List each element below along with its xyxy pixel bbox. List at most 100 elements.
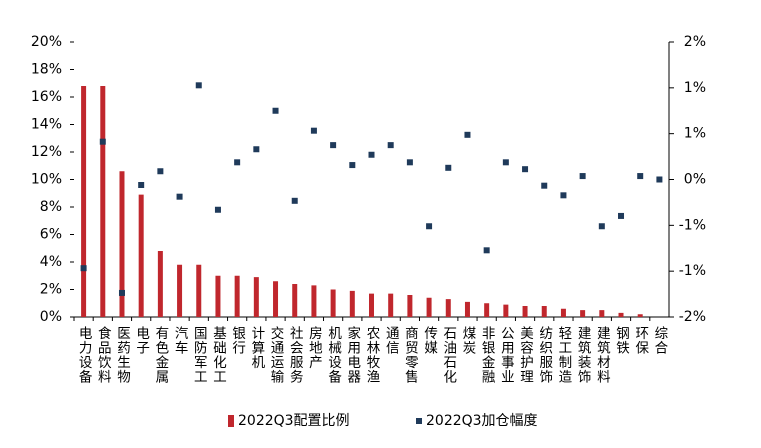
x-tick-label: 轻工制造	[555, 326, 572, 385]
point	[214, 206, 221, 213]
x-tick-label: 钢铁	[613, 326, 630, 355]
x-tick-label: 基础化工	[210, 325, 227, 384]
point	[464, 131, 471, 138]
y-tick-label: 16%	[31, 89, 62, 105]
bar	[618, 312, 624, 317]
x-tick-label: 非银金融	[479, 326, 496, 384]
bar	[138, 194, 144, 317]
point	[310, 127, 317, 134]
bar	[464, 301, 470, 317]
x-tick-label: 环保	[632, 326, 649, 355]
x-tick-label: 商贸零售	[402, 326, 419, 384]
legend-label: 2022Q3配置比例	[238, 413, 350, 429]
bar	[637, 314, 643, 317]
point	[118, 289, 125, 296]
bar	[599, 310, 605, 317]
bar	[369, 293, 374, 317]
x-tick-label: 综合	[651, 326, 668, 355]
bar	[119, 171, 125, 317]
x-tick-label: 传媒	[421, 326, 438, 355]
bar	[503, 304, 509, 317]
point	[330, 142, 337, 149]
point	[234, 159, 241, 166]
x-tick-label: 电力设备	[76, 326, 93, 384]
point	[579, 173, 586, 180]
bar	[388, 293, 394, 317]
point	[656, 176, 663, 183]
bar	[234, 275, 240, 317]
x-tick-label: 社会服务	[287, 326, 304, 384]
y-tick-label: 4%	[40, 254, 62, 270]
y2-tick-label: 2%	[684, 34, 706, 50]
y2-tick-label: -2%	[679, 309, 706, 325]
x-tick-label: 农林牧渔	[364, 326, 381, 384]
point	[445, 164, 452, 171]
point	[541, 182, 548, 189]
bar	[484, 303, 490, 317]
x-tick-label: 计算机	[248, 326, 265, 370]
bar	[100, 86, 106, 317]
legend-swatch	[416, 418, 422, 424]
x-tick-label: 建筑材料	[594, 326, 611, 384]
y-tick-label: 10%	[31, 172, 62, 188]
x-tick-label: 纺织服饰	[536, 326, 553, 384]
x-tick-label: 机械设备	[325, 326, 342, 384]
bar	[253, 277, 259, 317]
x-tick-label: 医药生物	[114, 326, 131, 384]
legend-swatch	[228, 415, 234, 427]
point	[195, 82, 202, 89]
point	[618, 212, 625, 219]
bar	[292, 284, 298, 317]
y-tick-label: 18%	[31, 62, 62, 78]
x-tick-label: 石油石化	[440, 326, 457, 384]
x-tick-label: 煤炭	[459, 326, 476, 355]
y2-tick-label: -1%	[679, 263, 706, 279]
y2-tick-label: 0%	[684, 172, 706, 188]
bar	[349, 290, 355, 317]
point	[253, 146, 260, 153]
x-tick-label: 银行	[229, 326, 246, 356]
point	[522, 166, 529, 173]
bar	[196, 264, 202, 317]
x-tick-label: 建筑装饰	[575, 326, 592, 384]
point	[368, 151, 375, 158]
point	[349, 162, 356, 169]
bar	[407, 295, 413, 317]
point	[637, 173, 644, 180]
bar	[426, 297, 432, 317]
y2-tick-label: 1%	[684, 126, 706, 142]
point	[138, 182, 145, 188]
point	[99, 138, 106, 145]
point	[502, 159, 509, 166]
point	[426, 223, 433, 230]
y2-tick-label: -1%	[679, 217, 706, 233]
bar	[215, 275, 221, 317]
x-tick-label: 家用电器	[344, 325, 361, 384]
y2-tick-label: 1%	[684, 80, 706, 96]
y-tick-label: 14%	[31, 117, 62, 133]
x-tick-label: 汽车	[172, 326, 189, 355]
x-tick-label: 有色金属	[152, 326, 169, 384]
y-tick-label: 6%	[40, 227, 62, 243]
y-tick-label: 8%	[40, 199, 62, 215]
point	[272, 107, 279, 114]
bar	[330, 289, 336, 317]
x-tick-label: 交通运输	[268, 325, 285, 384]
point	[598, 223, 605, 230]
bar	[273, 281, 279, 317]
point	[387, 142, 394, 149]
x-tick-label: 公用事业	[498, 326, 515, 384]
point	[176, 193, 183, 200]
y-tick-label: 2%	[40, 282, 62, 298]
point	[483, 247, 490, 254]
bar	[522, 306, 528, 317]
x-tick-label: 通信	[383, 326, 400, 355]
point	[560, 192, 567, 199]
point	[291, 197, 298, 204]
point	[157, 168, 164, 175]
y-tick-label: 20%	[31, 34, 62, 50]
legend-label: 2022Q3加仓幅度	[426, 413, 538, 429]
x-tick-label: 房地产	[306, 326, 323, 370]
bar	[580, 310, 586, 317]
